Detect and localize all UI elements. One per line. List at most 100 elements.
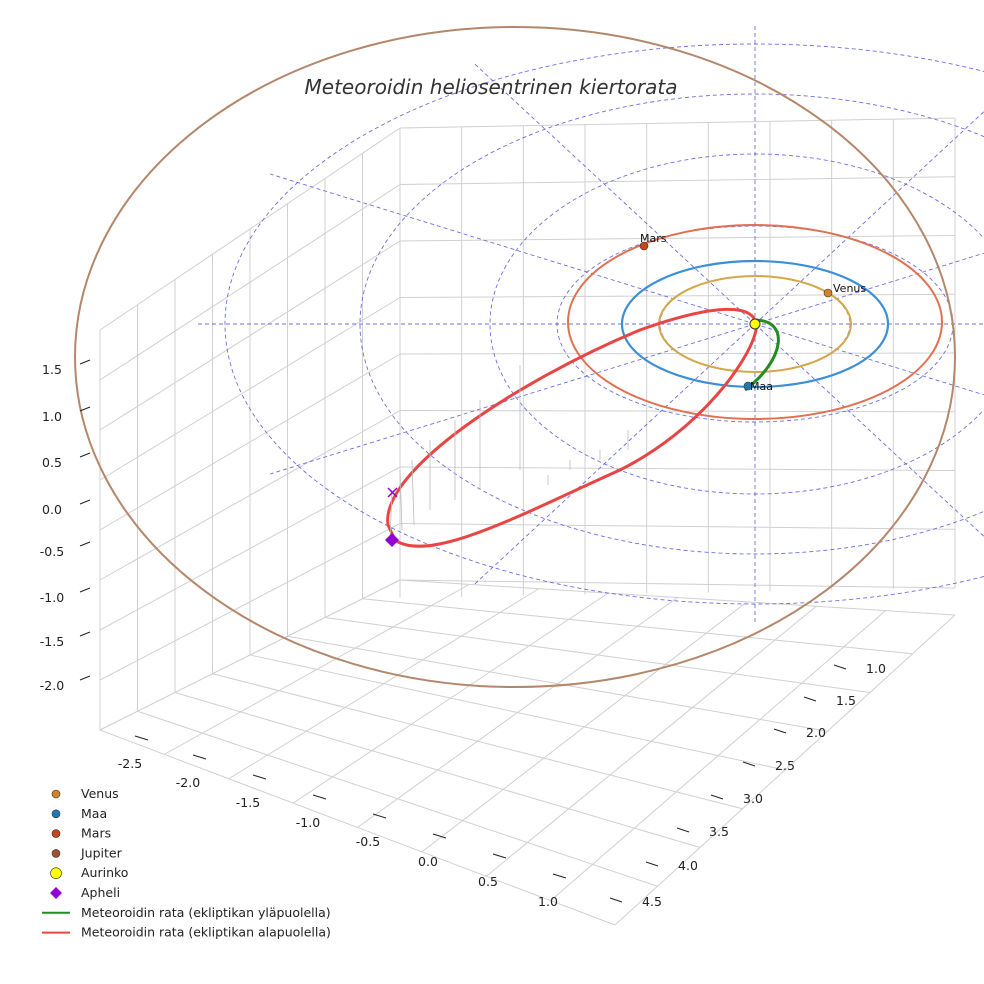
y-tick-mark xyxy=(773,728,787,734)
grid-line xyxy=(99,297,401,481)
z-tick-mark xyxy=(79,587,91,593)
dropline xyxy=(399,469,403,531)
y-tick-label: 2.0 xyxy=(806,725,826,740)
y-tick-label: 1.0 xyxy=(866,661,886,676)
legend-label: Meteoroidin rata (ekliptikan alapuolella… xyxy=(81,925,331,940)
meteoroid-orbit xyxy=(386,307,780,548)
x-tick-label: -1.5 xyxy=(236,795,260,810)
dropline xyxy=(389,489,393,541)
y-tick-mark xyxy=(609,897,623,903)
x-tick-label: -1.0 xyxy=(296,815,320,830)
legend-label: Aurinko xyxy=(81,865,128,880)
z-tick-label: -1.0 xyxy=(40,590,64,605)
planet-markers xyxy=(385,241,833,547)
legend-label: Maa xyxy=(81,806,107,821)
grid-line xyxy=(99,410,401,581)
x-tick-mark xyxy=(552,873,567,879)
x-tick-label: 0.0 xyxy=(418,854,438,869)
grid-line xyxy=(399,235,956,242)
legend-label: Mars xyxy=(81,826,111,841)
jupiter-orbit xyxy=(74,26,956,688)
grid-line xyxy=(421,601,748,853)
legend-marker xyxy=(50,867,62,880)
grid-line xyxy=(399,466,956,471)
ecliptic-ray xyxy=(474,63,756,325)
ecliptic-ray xyxy=(754,323,984,538)
y-tick-mark xyxy=(833,664,847,670)
venus-marker xyxy=(823,288,833,298)
y-tick-mark xyxy=(803,696,817,702)
y-tick-label: 1.5 xyxy=(836,693,856,708)
y-tick-mark xyxy=(710,794,724,800)
grid-line xyxy=(99,184,401,381)
z-tick-label: 1.5 xyxy=(42,362,62,377)
mars-marker xyxy=(639,241,649,251)
legend-label: Venus xyxy=(81,786,119,801)
z-tick-label: 1.0 xyxy=(42,409,62,424)
label-mars: Mars xyxy=(640,232,667,245)
aphelion-marker xyxy=(385,533,399,547)
legend-label: Apheli xyxy=(81,885,120,900)
z-tick-mark xyxy=(79,452,91,458)
z-tick-label: 0.5 xyxy=(42,455,62,470)
y-tick-mark xyxy=(645,861,659,867)
grid-line xyxy=(99,466,401,631)
z-tick-label: 0.0 xyxy=(42,502,62,517)
x-tick-label: -2.0 xyxy=(176,775,200,790)
grid-line xyxy=(99,523,401,681)
z-tick-mark xyxy=(79,675,91,681)
z-tick-mark xyxy=(79,406,91,412)
grid-line xyxy=(399,117,956,129)
grid-line xyxy=(99,240,401,431)
grid-line xyxy=(292,592,609,804)
y-tick-label: 3.0 xyxy=(743,791,763,806)
grid-line xyxy=(614,614,956,926)
y-axis-ticks: 1.0 1.5 2.0 2.5 3.0 3.5 4.0 4.5 xyxy=(609,661,886,909)
y-tick-label: 3.5 xyxy=(709,824,729,839)
x-tick-mark xyxy=(252,774,267,780)
legend-marker xyxy=(51,849,61,858)
z-axis-ticks: 1.5 1.0 0.5 0.0 -0.5 -1.0 -1.5 -2.0 xyxy=(40,359,91,693)
legend-label: Meteoroidin rata (ekliptikan yläpuolella… xyxy=(81,905,331,920)
earth-marker xyxy=(743,381,753,391)
aphelion-projection-marker xyxy=(387,487,398,498)
chart-title: Meteoroidin heliosentrinen kiertorata xyxy=(305,75,678,99)
ecliptic-ray xyxy=(269,173,756,325)
x-tick-mark xyxy=(372,813,387,819)
grid-line xyxy=(485,605,817,877)
y-tick-label: 4.5 xyxy=(642,894,662,909)
meteoroid-orbit-below xyxy=(386,307,758,548)
x-tick-label: 1.0 xyxy=(538,894,558,909)
z-tick-mark xyxy=(79,541,91,547)
sun-marker xyxy=(749,318,761,330)
ecliptic-ray xyxy=(754,110,984,325)
legend-marker xyxy=(51,789,61,799)
grid-line xyxy=(550,610,886,902)
x-axis-ticks: -2.5 -2.0 -1.5 -1.0 -0.5 0.0 0.5 1.0 xyxy=(118,735,567,909)
grid-line xyxy=(164,583,470,755)
x-tick-label: 0.5 xyxy=(478,874,498,889)
ecliptic-ray xyxy=(474,323,756,585)
meteoroid-orbit-above xyxy=(744,318,780,392)
z-tick-label: -0.5 xyxy=(40,544,64,559)
x-tick-label: -2.5 xyxy=(118,756,142,771)
grid-line xyxy=(99,353,401,531)
legend: Venus Maa Mars Jupiter Aurinko Apheli Meteoroi… xyxy=(42,786,331,940)
grid-line xyxy=(357,597,678,828)
x-tick-mark xyxy=(312,794,327,800)
legend-marker xyxy=(51,809,61,819)
label-maa: Maa xyxy=(750,380,773,393)
legend-marker xyxy=(51,829,61,838)
ecliptic-polar-grid xyxy=(195,24,984,624)
grid-line xyxy=(399,523,956,530)
ecliptic-ray xyxy=(269,323,756,475)
grid-line xyxy=(399,176,956,185)
grid-line xyxy=(99,579,401,731)
z-tick-mark xyxy=(79,359,91,365)
grid-line xyxy=(399,579,956,589)
z-tick-mark xyxy=(79,499,91,505)
earth-orbit xyxy=(620,259,890,389)
z-tick-mark xyxy=(79,631,91,637)
dropline xyxy=(411,459,415,526)
